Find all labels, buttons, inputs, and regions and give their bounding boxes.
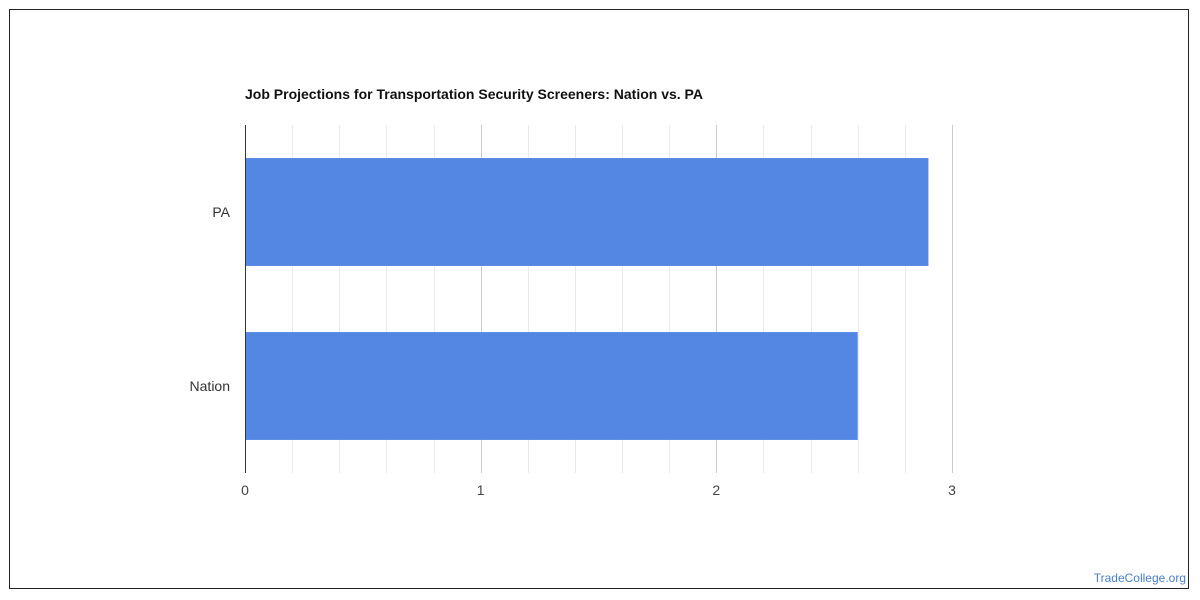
x-tick-label: 2	[712, 482, 720, 498]
bar-pa	[245, 158, 929, 266]
category-label-nation: Nation	[190, 378, 230, 394]
bars	[245, 158, 929, 440]
bar-nation	[245, 332, 858, 440]
x-tick-label: 0	[241, 482, 249, 498]
x-tick-label: 3	[948, 482, 956, 498]
chart-title: Job Projections for Transportation Secur…	[245, 86, 703, 102]
category-label-pa: PA	[212, 204, 230, 220]
category-labels: PA Nation	[190, 204, 231, 394]
watermark: TradeCollege.org	[1093, 571, 1186, 585]
x-tick-labels: 0 1 2 3	[241, 482, 956, 498]
x-tick-label: 1	[477, 482, 485, 498]
chart-frame	[9, 9, 1189, 589]
